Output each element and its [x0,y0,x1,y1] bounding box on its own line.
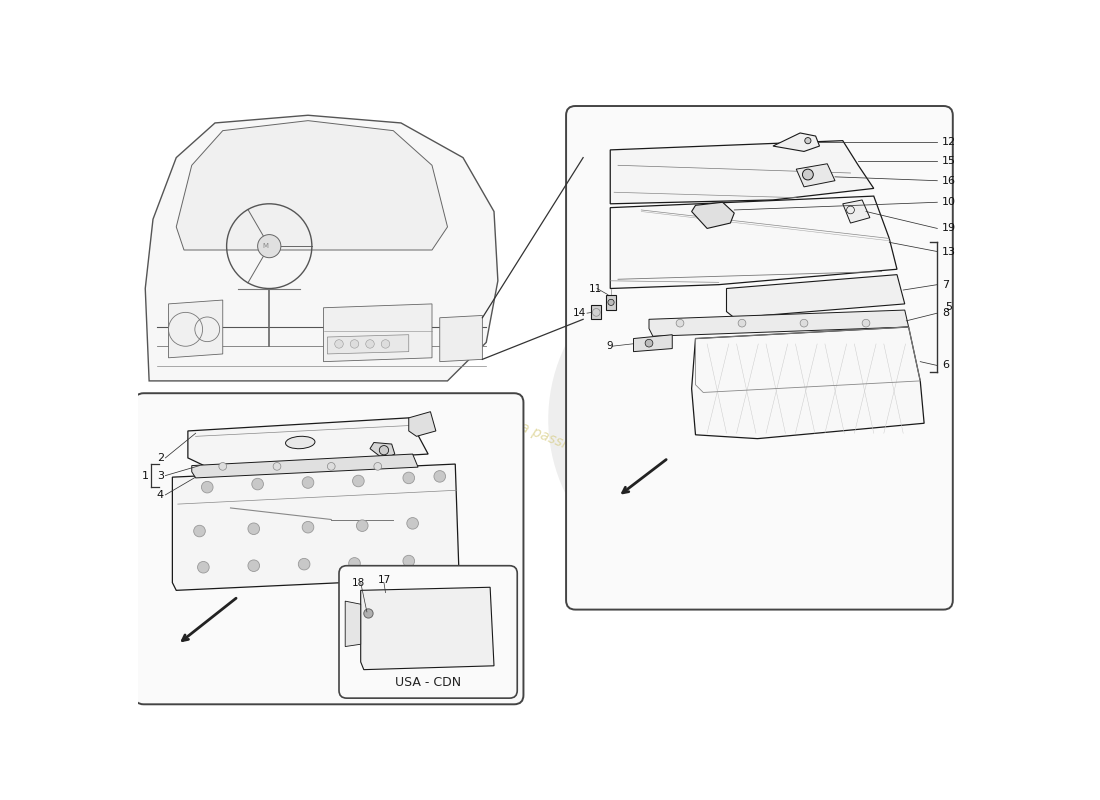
FancyBboxPatch shape [566,106,953,610]
Polygon shape [773,133,820,151]
Polygon shape [649,310,909,336]
Circle shape [219,462,227,470]
Text: 8: 8 [942,308,949,318]
Circle shape [248,560,260,571]
Circle shape [548,250,889,589]
Polygon shape [191,454,418,478]
Polygon shape [796,164,835,187]
Polygon shape [606,294,616,310]
Text: 7: 7 [942,280,949,290]
Circle shape [252,478,263,490]
Circle shape [302,522,313,533]
Circle shape [407,518,418,529]
Polygon shape [328,334,409,354]
Polygon shape [361,587,494,670]
Text: 11: 11 [588,283,602,294]
Circle shape [608,299,614,306]
FancyBboxPatch shape [134,394,524,704]
Text: 9: 9 [606,342,613,351]
Circle shape [328,462,336,470]
Polygon shape [726,274,904,318]
Ellipse shape [286,436,315,449]
Polygon shape [409,412,436,436]
Circle shape [248,523,260,534]
Polygon shape [323,304,432,362]
Text: 14: 14 [573,308,586,318]
Circle shape [194,526,206,537]
Text: 15: 15 [942,157,956,166]
Text: 12: 12 [942,137,956,147]
Polygon shape [634,334,672,352]
Polygon shape [168,300,222,358]
Text: 17: 17 [377,574,390,585]
Circle shape [349,558,361,569]
Circle shape [374,462,382,470]
Text: 16: 16 [942,176,956,186]
Circle shape [738,319,746,327]
Circle shape [298,558,310,570]
Polygon shape [610,196,896,289]
Polygon shape [440,315,483,362]
Polygon shape [692,327,924,438]
Circle shape [350,340,359,348]
Text: 1: 1 [142,470,150,481]
Polygon shape [692,202,735,229]
Text: 4: 4 [157,490,164,500]
Polygon shape [591,306,601,319]
Circle shape [273,462,280,470]
Circle shape [353,475,364,486]
Circle shape [403,555,415,567]
Circle shape [365,340,374,348]
Circle shape [862,319,870,327]
Circle shape [803,169,813,180]
Circle shape [433,470,446,482]
Circle shape [201,482,213,493]
Text: 18: 18 [352,578,365,588]
Polygon shape [173,464,459,590]
Circle shape [198,562,209,573]
Circle shape [334,340,343,348]
Circle shape [800,319,807,327]
Circle shape [356,520,369,531]
Polygon shape [843,200,870,223]
Text: 3: 3 [157,470,164,481]
Circle shape [805,138,811,144]
Circle shape [645,339,653,347]
Text: 19: 19 [942,223,956,234]
Polygon shape [145,115,498,381]
Polygon shape [610,141,873,204]
Text: 13: 13 [942,246,956,257]
Circle shape [382,340,389,348]
Circle shape [379,446,388,455]
Circle shape [257,234,280,258]
Circle shape [403,472,415,484]
Text: a passion for parts since 1985: a passion for parts since 1985 [518,420,718,511]
Text: 6: 6 [942,361,949,370]
Circle shape [676,319,684,327]
Text: 10: 10 [942,198,956,207]
Circle shape [302,477,313,488]
Text: 2: 2 [157,453,164,463]
Polygon shape [188,418,428,467]
Polygon shape [176,121,448,250]
Polygon shape [370,442,395,459]
Circle shape [364,609,373,618]
Text: M: M [263,243,268,249]
Text: 5: 5 [945,302,952,312]
Text: USA - CDN: USA - CDN [395,676,461,690]
Polygon shape [345,601,361,646]
FancyBboxPatch shape [339,566,517,698]
Circle shape [587,289,850,550]
